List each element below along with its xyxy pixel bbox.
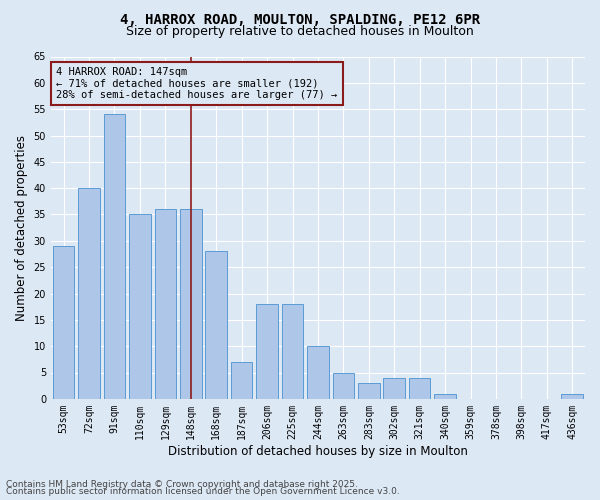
Text: Contains public sector information licensed under the Open Government Licence v3: Contains public sector information licen… bbox=[6, 487, 400, 496]
Text: 4, HARROX ROAD, MOULTON, SPALDING, PE12 6PR: 4, HARROX ROAD, MOULTON, SPALDING, PE12 … bbox=[120, 12, 480, 26]
Bar bbox=[409, 378, 430, 399]
Bar bbox=[562, 394, 583, 399]
Text: Contains HM Land Registry data © Crown copyright and database right 2025.: Contains HM Land Registry data © Crown c… bbox=[6, 480, 358, 489]
Text: Size of property relative to detached houses in Moulton: Size of property relative to detached ho… bbox=[126, 25, 474, 38]
Bar bbox=[434, 394, 456, 399]
Bar bbox=[358, 383, 380, 399]
Bar bbox=[53, 246, 74, 399]
Text: 4 HARROX ROAD: 147sqm
← 71% of detached houses are smaller (192)
28% of semi-det: 4 HARROX ROAD: 147sqm ← 71% of detached … bbox=[56, 67, 338, 100]
Bar bbox=[383, 378, 405, 399]
Bar bbox=[205, 252, 227, 399]
X-axis label: Distribution of detached houses by size in Moulton: Distribution of detached houses by size … bbox=[168, 444, 468, 458]
Y-axis label: Number of detached properties: Number of detached properties bbox=[15, 134, 28, 320]
Bar bbox=[104, 114, 125, 399]
Bar bbox=[231, 362, 253, 399]
Bar bbox=[307, 346, 329, 399]
Bar bbox=[78, 188, 100, 399]
Bar bbox=[129, 214, 151, 399]
Bar bbox=[332, 372, 354, 399]
Bar bbox=[155, 209, 176, 399]
Bar bbox=[180, 209, 202, 399]
Bar bbox=[256, 304, 278, 399]
Bar bbox=[282, 304, 304, 399]
